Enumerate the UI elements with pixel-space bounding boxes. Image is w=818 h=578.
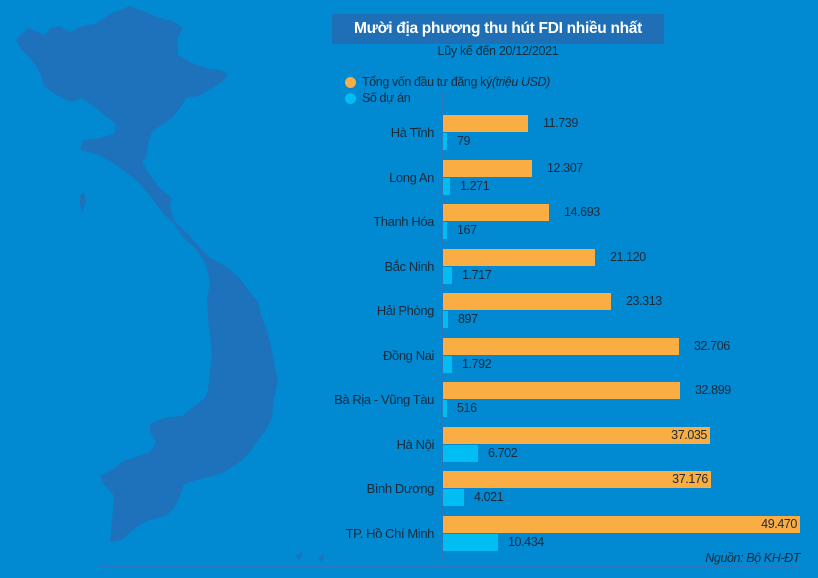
- capital-bar: [443, 159, 532, 177]
- category-label: Hà Nội: [396, 436, 435, 452]
- axis-line: [442, 92, 443, 562]
- projects-value: 897: [458, 312, 478, 326]
- category-label: Hải Phòng: [376, 303, 435, 318]
- projects-bar: [443, 444, 478, 462]
- projects-bar: [443, 400, 447, 417]
- category-label: Bắc Ninh: [384, 258, 434, 274]
- chart-row: Bà Rịa - Vũng Tàu 32.899 516: [0, 382, 818, 426]
- capital-value: 32.899: [695, 383, 731, 397]
- category-label: Hà Tĩnh: [390, 125, 435, 140]
- projects-bar: [443, 222, 447, 239]
- legend-projects-label: Số dự án: [362, 91, 411, 105]
- capital-value: 21.120: [610, 249, 646, 264]
- chart-row: Hà Tĩnh 11.739 79: [0, 115, 818, 159]
- capital-bar: [443, 515, 800, 533]
- chart-row: Đồng Nai 32.706 1.792: [0, 337, 818, 382]
- capital-bar: [443, 115, 528, 132]
- projects-bar: [443, 133, 447, 150]
- capital-bar: [443, 382, 680, 399]
- bottom-rule: [100, 566, 800, 567]
- capital-bar: [443, 426, 710, 444]
- legend-capital-unit: (triệu USD): [491, 75, 551, 89]
- legend-item-projects: Số dự án: [345, 90, 550, 106]
- projects-bar: [443, 266, 452, 284]
- category-label: Đồng Nai: [383, 347, 434, 363]
- projects-value: 4.021: [474, 490, 504, 504]
- capital-bar: [443, 248, 595, 266]
- capital-value: 37.176: [672, 472, 708, 486]
- projects-value: 167: [457, 223, 477, 237]
- category-label: TP. Hồ Chí Minh: [345, 525, 435, 541]
- capital-bar: [443, 293, 611, 310]
- projects-bar: [443, 355, 452, 373]
- category-label: Bà Rịa - Vũng Tàu: [334, 392, 434, 407]
- chart-row: Bắc Ninh 21.120 1.717: [0, 248, 818, 293]
- capital-value: 23.313: [626, 294, 662, 308]
- legend: Tổng vốn đầu tư đăng ký (triệu USD) Số d…: [345, 74, 550, 106]
- projects-bar: [443, 533, 498, 551]
- capital-bar: [443, 204, 549, 221]
- capital-value: 49.470: [761, 516, 797, 531]
- capital-bar: [443, 337, 679, 355]
- projects-value: 10.434: [508, 534, 544, 549]
- capital-value: 32.706: [694, 338, 730, 353]
- legend-capital-label: Tổng vốn đầu tư đăng ký: [362, 75, 492, 89]
- chart-row: Bình Dương 37.176 4.021: [0, 471, 818, 515]
- category-label: Thanh Hóa: [373, 214, 434, 229]
- chart-row: Hà Nội 37.035 6.702: [0, 426, 818, 471]
- chart-row: Long An 12.307 1.271: [0, 159, 818, 204]
- chart-subtitle: Lũy kế đến 20/12/2021: [437, 44, 559, 58]
- projects-value: 1.792: [462, 356, 492, 371]
- cyan-dot-icon: [345, 92, 356, 104]
- vietnam-map: [16, 6, 324, 562]
- projects-bar: [443, 177, 450, 195]
- projects-value: 516: [457, 401, 477, 415]
- chart-row: Hải Phòng 23.313 897: [0, 293, 818, 337]
- capital-value: 11.739: [543, 116, 578, 130]
- capital-value: 37.035: [671, 427, 707, 442]
- category-label: Bình Dương: [366, 481, 435, 496]
- chart-row: TP. Hồ Chí Minh 49.470 10.434: [0, 515, 818, 560]
- projects-value: 79: [457, 134, 471, 148]
- projects-value: 1.271: [460, 178, 490, 193]
- projects-bar: [443, 311, 448, 328]
- capital-value: 12.307: [547, 160, 583, 175]
- projects-value: 1.717: [462, 267, 492, 282]
- legend-item-capital: Tổng vốn đầu tư đăng ký (triệu USD): [345, 74, 550, 90]
- projects-value: 6.702: [488, 445, 518, 460]
- source-note: Nguồn: Bộ KH-ĐT: [705, 551, 800, 565]
- projects-bar: [443, 489, 464, 506]
- capital-bar: [443, 471, 711, 488]
- chart-title: Mười địa phương thu hút FDI nhiều nhất: [332, 14, 664, 44]
- capital-value: 14.693: [564, 205, 600, 219]
- chart-row: Thanh Hóa 14.693 167: [0, 204, 818, 248]
- orange-dot-icon: [345, 76, 356, 88]
- category-label: Long An: [389, 169, 434, 185]
